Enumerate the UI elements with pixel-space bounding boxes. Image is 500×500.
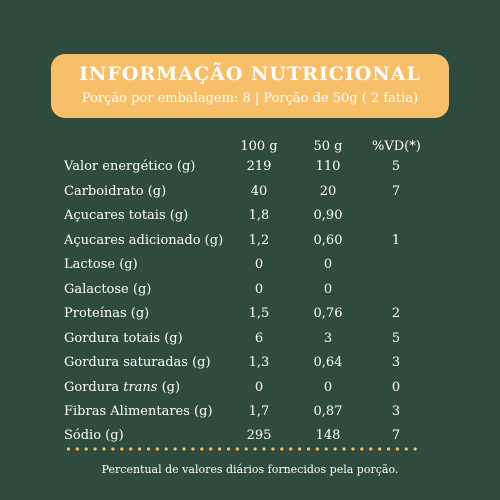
value-50g: 3 (323, 331, 333, 346)
value-100g: 1,2 (248, 233, 270, 248)
value-vd: 5 (391, 331, 401, 346)
value-50g: 0,76 (313, 306, 343, 321)
value-vd: 7 (391, 184, 401, 199)
value-100g: 1,8 (248, 208, 270, 223)
table-row: Gordura totais (g) 6 3 5 (0, 331, 500, 355)
value-vd: 3 (391, 404, 401, 419)
value-100g: 295 (246, 428, 272, 443)
value-50g: 0 (323, 257, 333, 272)
value-100g: 1,5 (248, 306, 270, 321)
value-vd: 5 (391, 159, 401, 174)
table-row: Lactose (g) 0 0 (0, 257, 500, 281)
value-100g: 6 (254, 331, 264, 346)
value-vd: 3 (391, 355, 401, 370)
value-vd: 2 (391, 306, 401, 321)
column-header-50g: 50 g (313, 139, 343, 154)
table-row: Gordura saturadas (g) 1,3 0,64 3 (0, 355, 500, 379)
table-row: Gordura trans (g) 0 0 0 (0, 380, 500, 404)
nutrient-name: Açucares adicionado (g) (64, 233, 224, 248)
table-row: Carboidrato (g) 40 20 7 (0, 184, 500, 208)
table-row: Açucares totais (g) 1,8 0,90 (0, 208, 500, 232)
nutrient-name: Proteínas (g) (64, 306, 150, 321)
nutrient-name: Gordura totais (g) (64, 331, 183, 346)
column-header-100g: 100 g (240, 139, 278, 154)
footnote: Percentual de valores diários fornecidos… (101, 463, 399, 476)
value-100g: 0 (254, 380, 264, 395)
value-100g: 219 (246, 159, 272, 174)
table-row: Fibras Alimentares (g) 1,7 0,87 3 (0, 404, 500, 428)
nutrient-name: Galactose (g) (64, 282, 152, 297)
nutrient-name: Carboidrato (g) (64, 184, 167, 199)
table-row: Proteínas (g) 1,5 0,76 2 (0, 306, 500, 330)
nutrient-name: Sódio (g) (64, 428, 124, 443)
value-50g: 0,60 (313, 233, 343, 248)
serving-info: Porção por embalagem: 8 | Porção de 50g … (81, 91, 419, 106)
value-100g: 40 (250, 184, 268, 199)
value-50g: 0 (323, 282, 333, 297)
value-100g: 1,7 (248, 404, 270, 419)
value-vd: 7 (391, 428, 401, 443)
table-row: Valor energético (g) 219 110 5 (0, 159, 500, 183)
value-vd: 0 (391, 380, 401, 395)
nutrient-name-prefix: Gordura (64, 380, 124, 395)
value-100g: 1,3 (248, 355, 270, 370)
table-row: Galactose (g) 0 0 (0, 282, 500, 306)
value-50g: 0,64 (313, 355, 343, 370)
value-50g: 20 (319, 184, 337, 199)
dotted-divider (64, 447, 420, 451)
value-50g: 0,90 (313, 208, 343, 223)
column-header-vd: %VD(*) (372, 139, 421, 154)
nutrient-name: Gordura trans (g) (64, 380, 180, 395)
nutrient-name: Fibras Alimentares (g) (64, 404, 213, 419)
nutrient-name: Lactose (g) (64, 257, 138, 272)
value-50g: 148 (315, 428, 341, 443)
value-50g: 0 (323, 380, 333, 395)
nutrient-name: Açucares totais (g) (64, 208, 189, 223)
page-title: INFORMAÇÃO NUTRICIONAL (79, 63, 421, 85)
value-100g: 0 (254, 257, 264, 272)
nutrient-name-suffix: (g) (157, 380, 181, 395)
value-vd: 1 (391, 233, 401, 248)
nutrient-name: Valor energético (g) (64, 159, 196, 174)
value-50g: 110 (315, 159, 341, 174)
table-row: Sódio (g) 295 148 7 (0, 428, 500, 452)
table-row: Açucares adicionado (g) 1,2 0,60 1 (0, 233, 500, 257)
nutrient-name: Gordura saturadas (g) (64, 355, 211, 370)
nutrient-name-italic: trans (123, 380, 158, 395)
value-100g: 0 (254, 282, 264, 297)
title-banner: INFORMAÇÃO NUTRICIONAL Porção por embala… (51, 54, 449, 118)
value-50g: 0,87 (313, 404, 343, 419)
